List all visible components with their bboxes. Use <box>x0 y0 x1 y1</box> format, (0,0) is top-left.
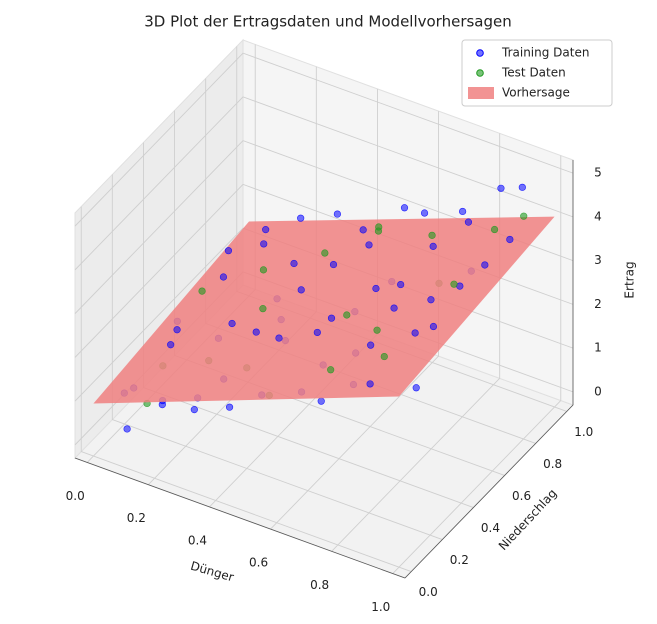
data-point <box>190 406 198 414</box>
data-point <box>481 261 489 269</box>
data-point <box>411 329 419 337</box>
x-tick-label: 0.4 <box>188 533 207 547</box>
data-point <box>412 384 420 392</box>
x-axis-label: Dünger <box>189 559 236 585</box>
z-tick-label: 1 <box>594 341 602 355</box>
data-point <box>260 240 268 248</box>
data-point <box>329 260 338 269</box>
data-point <box>373 326 381 334</box>
data-point <box>333 210 341 218</box>
legend-marker <box>476 69 484 77</box>
legend-box <box>461 39 613 107</box>
data-point <box>428 231 436 239</box>
data-point <box>518 183 526 191</box>
data-point <box>397 280 405 289</box>
data-point <box>380 352 388 361</box>
legend-label: Test Daten <box>501 66 566 80</box>
y-axis-line <box>404 404 574 579</box>
data-point <box>497 184 505 192</box>
x-axis-line <box>74 457 406 579</box>
data-point <box>123 425 131 433</box>
data-point <box>365 241 373 249</box>
z-tick-label: 0 <box>594 384 602 398</box>
data-point <box>359 226 367 234</box>
data-point <box>400 204 409 212</box>
x-tick-label: 0.2 <box>127 511 146 525</box>
grid-line <box>74 96 574 271</box>
data-point <box>252 328 260 336</box>
data-point <box>390 304 398 312</box>
grid-line <box>331 133 501 552</box>
y-tick-label: 1.0 <box>574 425 593 439</box>
data-point <box>297 286 305 294</box>
x-tick-label: 0.0 <box>66 489 85 503</box>
data-point <box>228 319 236 328</box>
chart-title: 3D Plot der Ertragsdaten und Modellvorhe… <box>144 13 512 31</box>
data-point <box>297 214 305 222</box>
data-point <box>313 328 321 337</box>
data-point <box>459 207 467 216</box>
data-point <box>343 311 351 319</box>
data-point <box>219 273 228 281</box>
data-point <box>450 280 458 288</box>
data-point <box>429 242 437 250</box>
y-tick-label: 0.6 <box>512 489 531 503</box>
data-point <box>327 366 335 374</box>
y-tick-label: 0.4 <box>481 521 500 535</box>
data-point <box>198 287 206 295</box>
data-point <box>506 235 514 244</box>
prediction-surface <box>93 216 555 404</box>
data-point <box>327 314 336 322</box>
y-tick-label: 0.8 <box>543 457 562 471</box>
data-point <box>420 209 429 217</box>
y-tick-label: 0.2 <box>450 553 469 567</box>
data-point <box>173 326 181 334</box>
grid-line <box>392 155 562 574</box>
x-tick-label: 0.6 <box>249 556 268 570</box>
data-point <box>259 266 268 274</box>
data-point <box>321 249 329 257</box>
data-point <box>367 341 375 349</box>
grid-line <box>80 206 412 573</box>
data-point <box>224 247 233 255</box>
x-tick-label: 0.8 <box>310 578 329 592</box>
data-point <box>167 341 175 349</box>
legend-marker <box>468 87 494 99</box>
legend-label: Vorhersage <box>502 86 570 100</box>
data-point <box>464 218 473 226</box>
data-point <box>372 284 380 293</box>
z-tick-label: 5 <box>594 166 602 180</box>
grid-line <box>270 111 440 530</box>
data-point <box>275 334 283 342</box>
z-tick-label: 3 <box>594 253 602 267</box>
x-tick-label: 1.0 <box>371 600 390 614</box>
data-point <box>375 223 383 231</box>
grid-line <box>74 52 574 227</box>
data-point <box>259 305 267 313</box>
data-point <box>262 226 270 234</box>
z-tick-label: 2 <box>594 297 602 311</box>
data-point <box>429 322 438 331</box>
data-point <box>225 403 234 411</box>
legend-marker <box>476 49 484 57</box>
grid-line <box>111 174 443 540</box>
data-point <box>490 225 499 234</box>
y-tick-label: 0.0 <box>419 585 438 599</box>
legend-label: Training Daten <box>501 46 589 60</box>
data-point <box>520 212 528 220</box>
data-point <box>366 380 374 388</box>
z-tick-label: 4 <box>594 209 602 223</box>
data-point <box>427 296 435 304</box>
data-point <box>317 397 325 405</box>
z-axis-label: Ertrag <box>623 261 637 298</box>
data-point <box>290 259 298 268</box>
